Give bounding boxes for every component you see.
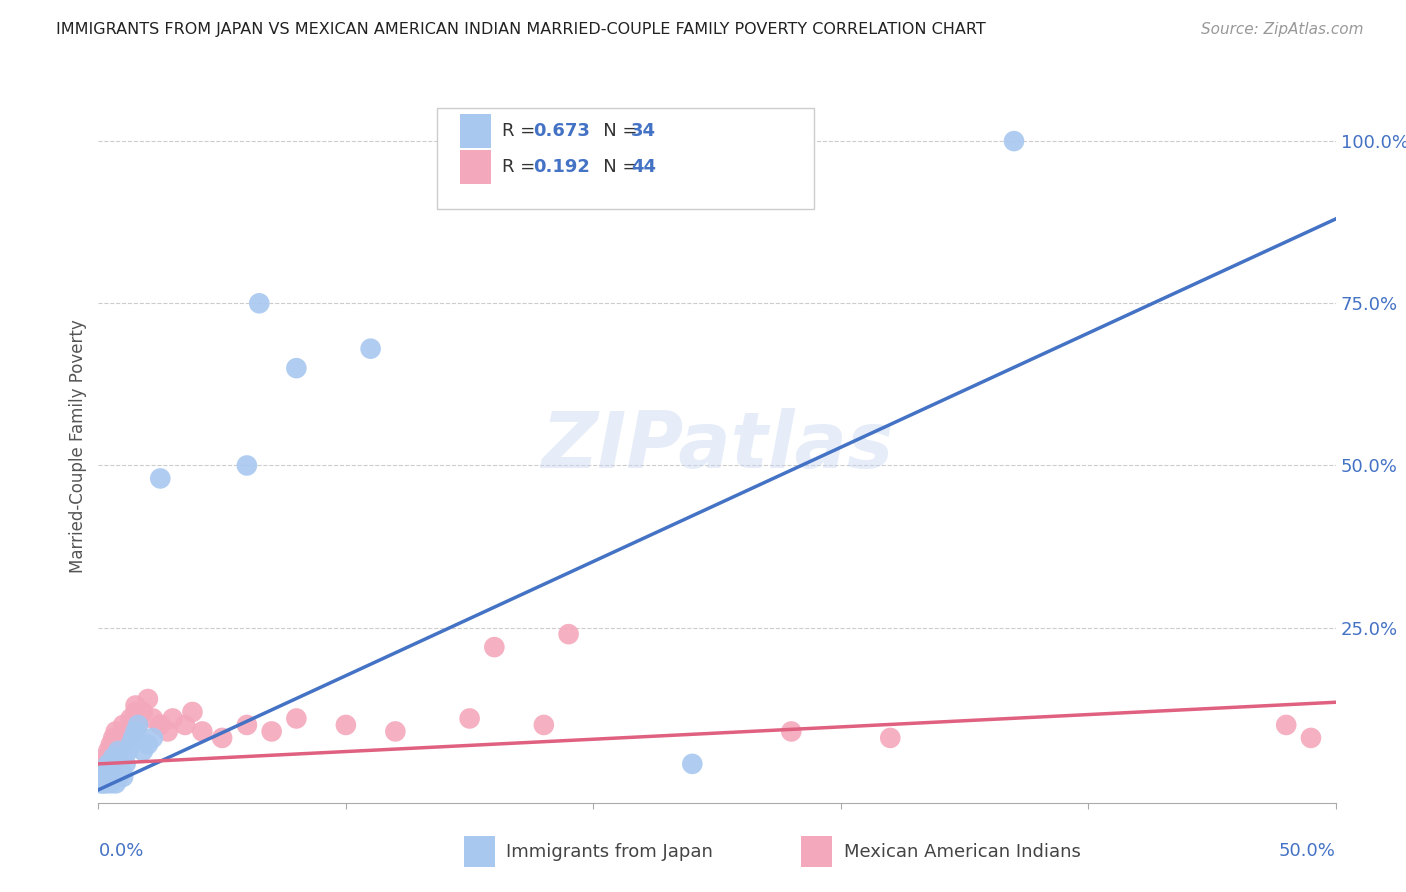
Point (94, 776, 117, 790)
Point (335, 718, 357, 732)
Text: IMMIGRANTS FROM JAPAN VS MEXICAN AMERICAN INDIAN MARRIED-COUPLE FAMILY POVERTY C: IMMIGRANTS FROM JAPAN VS MEXICAN AMERICA… (56, 22, 986, 37)
Point (879, 731, 901, 745)
Point (112, 718, 135, 732)
Point (90, 770, 112, 784)
Text: 44: 44 (631, 158, 657, 176)
Text: N =: N = (586, 122, 644, 140)
Text: N =: N = (586, 158, 644, 176)
Text: Mexican American Indians: Mexican American Indians (844, 843, 1080, 861)
Point (97, 744, 120, 758)
Point (142, 711, 165, 725)
Point (384, 724, 406, 739)
Point (162, 711, 184, 725)
Point (117, 744, 139, 758)
Point (181, 705, 204, 719)
Point (285, 711, 308, 725)
Point (104, 724, 127, 739)
Point (484, 640, 506, 654)
Point (132, 744, 155, 758)
Point (114, 756, 136, 771)
Point (127, 718, 149, 732)
Point (104, 750, 127, 764)
Point (149, 718, 172, 732)
Text: 0.673: 0.673 (533, 122, 589, 140)
Point (285, 361, 308, 376)
Point (149, 471, 172, 485)
Point (1275, 718, 1298, 732)
Point (156, 724, 179, 739)
Point (93, 776, 115, 790)
Point (94, 750, 117, 764)
Point (458, 711, 481, 725)
Point (107, 770, 129, 784)
Point (117, 731, 139, 745)
Point (112, 770, 135, 784)
Text: 0.0%: 0.0% (98, 842, 143, 860)
Point (97, 756, 120, 771)
Point (100, 764, 122, 778)
Point (93, 770, 115, 784)
Point (174, 718, 197, 732)
Point (557, 627, 579, 641)
Point (110, 764, 132, 778)
Point (236, 718, 259, 732)
Point (120, 738, 142, 752)
Point (211, 731, 233, 745)
Point (103, 750, 125, 764)
Text: R =: R = (502, 122, 541, 140)
Point (136, 692, 159, 706)
Point (104, 776, 127, 790)
Point (360, 342, 382, 356)
Point (100, 738, 122, 752)
Point (97, 770, 120, 784)
Point (533, 718, 555, 732)
Point (142, 731, 165, 745)
Point (120, 711, 142, 725)
Point (110, 738, 132, 752)
Point (114, 724, 136, 739)
Point (247, 296, 270, 310)
Point (780, 724, 803, 739)
Point (191, 724, 214, 739)
Point (90, 776, 112, 790)
Point (1299, 731, 1322, 745)
Text: 0.192: 0.192 (533, 158, 589, 176)
Text: Source: ZipAtlas.com: Source: ZipAtlas.com (1201, 22, 1364, 37)
Point (260, 724, 283, 739)
Point (149, 718, 172, 732)
Point (112, 750, 135, 764)
Point (94, 764, 117, 778)
Text: ZIPatlas: ZIPatlas (541, 408, 893, 484)
Point (103, 731, 125, 745)
Point (236, 458, 259, 473)
Point (132, 705, 155, 719)
Point (104, 756, 127, 771)
Point (124, 724, 146, 739)
Point (122, 724, 145, 739)
Text: 34: 34 (631, 122, 657, 140)
Point (681, 756, 703, 771)
Point (93, 756, 115, 771)
Point (93, 770, 115, 784)
Point (100, 764, 122, 778)
Point (100, 776, 122, 790)
Point (1002, 134, 1025, 148)
Text: Immigrants from Japan: Immigrants from Japan (506, 843, 713, 861)
Point (124, 698, 146, 713)
Point (124, 705, 146, 719)
Point (103, 770, 125, 784)
Point (127, 718, 149, 732)
Point (136, 738, 159, 752)
Point (107, 744, 129, 758)
Point (122, 731, 145, 745)
Text: 50.0%: 50.0% (1279, 842, 1336, 860)
Y-axis label: Married-Couple Family Poverty: Married-Couple Family Poverty (69, 319, 87, 573)
Point (107, 744, 129, 758)
Text: R =: R = (502, 158, 541, 176)
